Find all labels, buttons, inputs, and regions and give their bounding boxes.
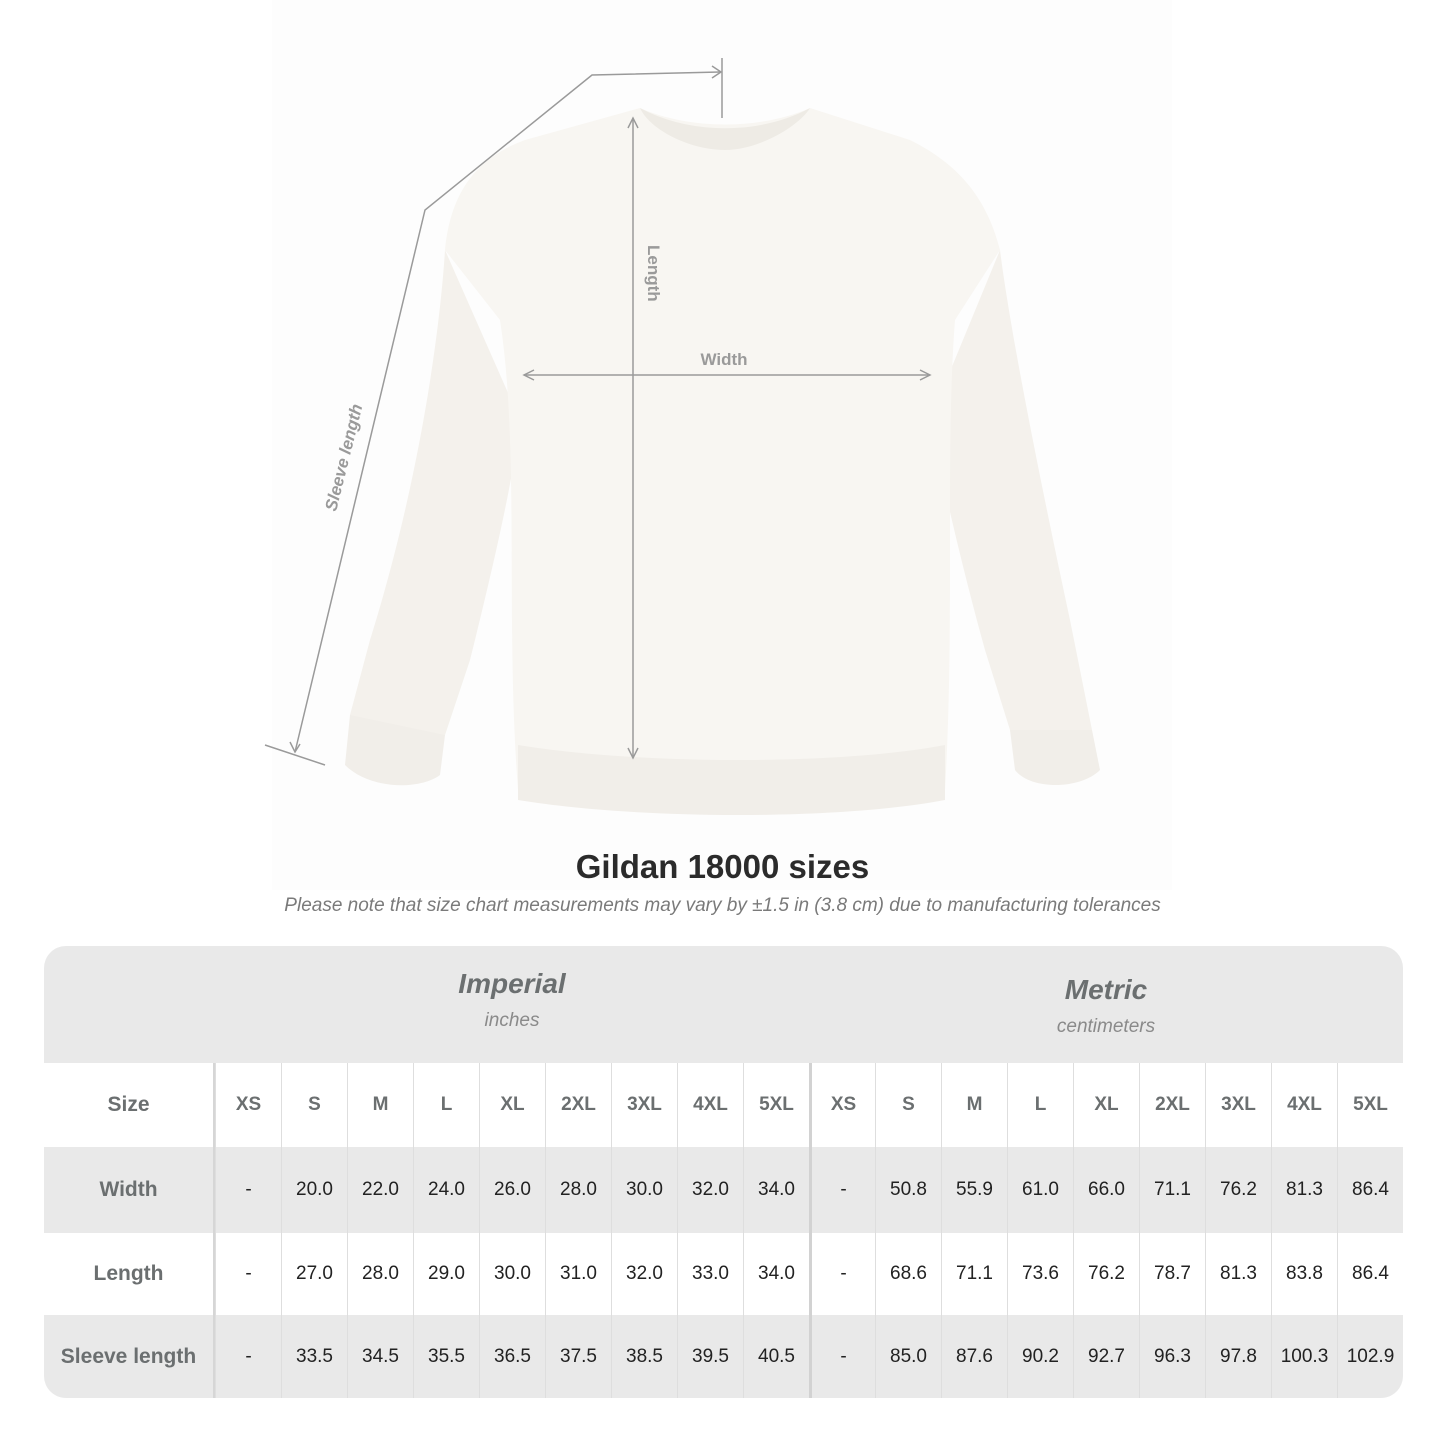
imperial-unit: inches (484, 1010, 540, 1031)
imperial-size-3xl: 3XL (611, 1063, 677, 1147)
imperial-value-cell: 34.0 (743, 1233, 809, 1315)
imperial-value-cell: 36.5 (479, 1315, 545, 1398)
length-label: Length (644, 245, 663, 302)
imperial-size-xs: XS (215, 1063, 281, 1147)
metric-title: Metric (1064, 974, 1148, 1005)
row-label: Length (44, 1233, 215, 1315)
imperial-value-cell: 34.0 (743, 1147, 809, 1233)
metric-value-cell: 61.0 (1007, 1147, 1073, 1233)
metric-size-4xl: 4XL (1271, 1063, 1337, 1147)
imperial-value-cell: 33.0 (677, 1233, 743, 1315)
imperial-size-m: M (347, 1063, 413, 1147)
unit-header-band (44, 946, 1403, 1063)
table-row-length: Length -27.0 28.0 29.0 30.0 31.0 32.0 33.0 34.0-… (44, 1233, 1403, 1315)
metric-size-l: L (1007, 1063, 1073, 1147)
metric-value-cell: 100.3 (1271, 1315, 1337, 1398)
metric-unit: centimeters (1056, 1016, 1156, 1037)
imperial-value-cell: 38.5 (611, 1315, 677, 1398)
imperial-value-cell: 34.5 (347, 1315, 413, 1398)
metric-value-cell: 76.2 (1205, 1147, 1271, 1233)
tolerance-note: Please note that size chart measurements… (284, 895, 1161, 916)
imperial-value-cell: 32.0 (611, 1233, 677, 1315)
metric-size-2xl: 2XL (1139, 1063, 1205, 1147)
imperial-value-cell: 30.0 (479, 1233, 545, 1315)
size-header-row: Size XS S M L XL 2XL 3XL 4XL 5XL XS S M L XL 2XL 3XL 4XL 5… (44, 1063, 1403, 1147)
row-label: Width (44, 1147, 215, 1233)
metric-value-cell: 85.0 (875, 1315, 941, 1398)
metric-value-cell: 71.1 (941, 1233, 1007, 1315)
width-label: Width (700, 350, 747, 369)
imperial-value-cell: 20.0 (281, 1147, 347, 1233)
imperial-size-4xl: 4XL (677, 1063, 743, 1147)
imperial-value-cell: - (215, 1315, 281, 1398)
imperial-value-cell: 24.0 (413, 1147, 479, 1233)
metric-value-cell: 97.8 (1205, 1315, 1271, 1398)
size-label: Size (44, 1063, 215, 1147)
imperial-value-cell: 29.0 (413, 1233, 479, 1315)
metric-size-xs: XS (809, 1063, 875, 1147)
metric-size-xl: XL (1073, 1063, 1139, 1147)
imperial-value-cell: 32.0 (677, 1147, 743, 1233)
metric-value-cell: 86.4 (1337, 1233, 1403, 1315)
imperial-value-cell: - (215, 1147, 281, 1233)
page-title: Gildan 18000 sizes (575, 848, 870, 885)
size-table: Imperial inches Metric centimeters Size X… (44, 946, 1403, 1398)
imperial-value-cell: 39.5 (677, 1315, 743, 1398)
imperial-value-cell: 30.0 (611, 1147, 677, 1233)
metric-value-cell: 81.3 (1205, 1233, 1271, 1315)
metric-size-s: S (875, 1063, 941, 1147)
imperial-value-cell: 28.0 (347, 1233, 413, 1315)
metric-value-cell: 76.2 (1073, 1233, 1139, 1315)
metric-value-cell: 81.3 (1271, 1147, 1337, 1233)
imperial-value-cell: 28.0 (545, 1147, 611, 1233)
imperial-value-cell: 35.5 (413, 1315, 479, 1398)
metric-value-cell: 102.9 (1337, 1315, 1403, 1398)
metric-value-cell: 73.6 (1007, 1233, 1073, 1315)
metric-value-cell: - (809, 1315, 875, 1398)
metric-value-cell: 96.3 (1139, 1315, 1205, 1398)
imperial-value-cell: 33.5 (281, 1315, 347, 1398)
metric-size-5xl: 5XL (1337, 1063, 1403, 1147)
imperial-value-cell: 40.5 (743, 1315, 809, 1398)
imperial-value-cell: 26.0 (479, 1147, 545, 1233)
imperial-value-cell: 22.0 (347, 1147, 413, 1233)
imperial-value-cell: - (215, 1233, 281, 1315)
imperial-size-s: S (281, 1063, 347, 1147)
table-row-sleeve-length: Sleeve length -33.5 34.5 35.5 36.5 37.5 38.5 39… (44, 1315, 1403, 1398)
table-row-width: Width -20.0 22.0 24.0 26.0 28.0 30.0 32.0 34.0-5… (44, 1147, 1403, 1233)
metric-value-cell: - (809, 1233, 875, 1315)
metric-value-cell: - (809, 1147, 875, 1233)
sleeve-end-tick (264, 744, 326, 766)
sweatshirt-image (345, 108, 1100, 815)
sleeve-length-line (294, 71, 721, 753)
metric-value-cell: 71.1 (1139, 1147, 1205, 1233)
metric-value-cell: 68.6 (875, 1233, 941, 1315)
imperial-size-xl: XL (479, 1063, 545, 1147)
imperial-size-2xl: 2XL (545, 1063, 611, 1147)
row-label: Sleeve length (44, 1315, 215, 1398)
imperial-value-cell: 31.0 (545, 1233, 611, 1315)
imperial-header: Imperial inches (215, 968, 809, 1032)
metric-value-cell: 87.6 (941, 1315, 1007, 1398)
imperial-size-l: L (413, 1063, 479, 1147)
metric-value-cell: 50.8 (875, 1147, 941, 1233)
metric-header: Metric centimeters (809, 974, 1403, 1038)
metric-value-cell: 90.2 (1007, 1315, 1073, 1398)
imperial-value-cell: 27.0 (281, 1233, 347, 1315)
measurement-lines (264, 58, 932, 766)
metric-value-cell: 92.7 (1073, 1315, 1139, 1398)
metric-value-cell: 78.7 (1139, 1233, 1205, 1315)
metric-value-cell: 86.4 (1337, 1147, 1403, 1233)
metric-value-cell: 55.9 (941, 1147, 1007, 1233)
metric-size-m: M (941, 1063, 1007, 1147)
sweatshirt-diagram: Length Width Sleeve length (264, 58, 1100, 815)
metric-value-cell: 83.8 (1271, 1233, 1337, 1315)
imperial-size-5xl: 5XL (743, 1063, 809, 1147)
metric-size-3xl: 3XL (1205, 1063, 1271, 1147)
imperial-value-cell: 37.5 (545, 1315, 611, 1398)
imperial-title: Imperial (458, 968, 566, 999)
metric-value-cell: 66.0 (1073, 1147, 1139, 1233)
